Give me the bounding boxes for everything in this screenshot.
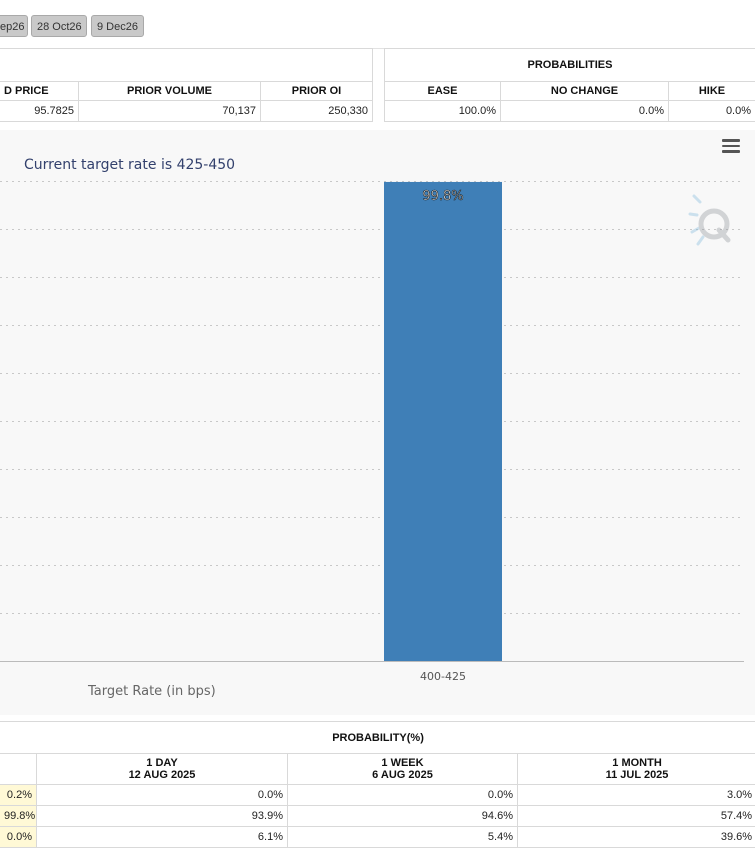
target-rate-chart: 99.8% 400-425 xyxy=(0,181,744,683)
col-header-prior-oi: PRIOR OI xyxy=(260,81,373,101)
col-header-ease: EASE xyxy=(384,81,501,101)
table-row: 0.0% 6.1% 5.4% 39.6% xyxy=(0,826,755,848)
cell-1-month: 57.4% xyxy=(516,805,755,827)
col-1-week-date: 6 AUG 2025 xyxy=(372,769,433,781)
chart-subtitle: Current target rate is 425-450 xyxy=(24,157,236,173)
cell-ease: 100.0% xyxy=(384,100,501,122)
futures-table: D PRICE PRIOR VOLUME PRIOR OI 95.7825 70… xyxy=(0,48,373,122)
cell-1-day: 0.0% xyxy=(36,784,288,806)
cell-no-change: 0.0% xyxy=(500,100,669,122)
hamburger-menu-icon[interactable] xyxy=(722,139,740,153)
col-header-1-month: 1 MONTH 11 JUL 2025 xyxy=(516,753,755,785)
tab-meeting-sep26[interactable]: ep26 xyxy=(0,15,28,37)
col-1-week-label: 1 WEEK xyxy=(381,757,424,769)
table-row: 99.8% 93.9% 94.6% 57.4% xyxy=(0,805,755,827)
cell-hike: 0.0% xyxy=(667,100,755,122)
col-header-prior-volume: PRIOR VOLUME xyxy=(78,81,261,101)
cell-now: 99.8% xyxy=(0,805,37,827)
col-header-1-day: 1 DAY 12 AUG 2025 xyxy=(36,753,288,785)
data-label: 99.8% xyxy=(422,189,463,204)
tab-meeting-dec26[interactable]: 9 Dec26 xyxy=(91,15,144,37)
cell-now: 0.2% xyxy=(0,784,37,806)
cell-1-month: 39.6% xyxy=(516,826,755,848)
probabilities-title: PROBABILITIES xyxy=(383,48,755,82)
quikstrike-q-logo xyxy=(688,194,731,246)
cell-price: 95.7825 xyxy=(0,100,79,122)
cell-1-week: 0.0% xyxy=(287,784,518,806)
bar xyxy=(384,181,502,661)
cell-prior-oi: 250,330 xyxy=(260,100,373,122)
tab-meeting-oct26[interactable]: 28 Oct26 xyxy=(31,15,87,37)
col-header-price: D PRICE xyxy=(0,81,79,101)
cell-1-day: 6.1% xyxy=(36,826,288,848)
history-title: PROBABILITY(%) xyxy=(0,721,755,754)
history-table: PROBABILITY(%) 1 DAY 12 AUG 2025 1 WEEK 6 … xyxy=(0,721,755,848)
cell-prior-volume: 70,137 xyxy=(78,100,261,122)
col-header-1-week: 1 WEEK 6 AUG 2025 xyxy=(287,753,518,785)
cell-1-month: 3.0% xyxy=(516,784,755,806)
cell-1-day: 93.9% xyxy=(36,805,288,827)
x-axis-title: Target Rate (in bps) xyxy=(88,684,216,699)
cell-1-week: 94.6% xyxy=(287,805,518,827)
history-blank-header xyxy=(0,753,37,785)
col-1-day-label: 1 DAY xyxy=(146,757,178,769)
cell-now: 0.0% xyxy=(0,826,37,848)
col-header-hike: HIKE xyxy=(667,81,755,101)
col-1-month-date: 11 JUL 2025 xyxy=(605,769,669,781)
meeting-tabs: ep26 28 Oct26 9 Dec26 xyxy=(0,0,755,49)
col-header-no-change: NO CHANGE xyxy=(500,81,669,101)
probabilities-table: PROBABILITIES EASE NO CHANGE HIKE 100.0%… xyxy=(383,48,755,122)
x-tick-label: 400-425 xyxy=(420,670,466,683)
futures-table-blank-header xyxy=(0,48,373,82)
chart-area xyxy=(0,130,755,715)
cell-1-week: 5.4% xyxy=(287,826,518,848)
table-row: 0.2% 0.0% 0.0% 3.0% xyxy=(0,784,755,806)
col-1-month-label: 1 MONTH xyxy=(612,757,662,769)
col-1-day-date: 12 AUG 2025 xyxy=(128,769,196,781)
